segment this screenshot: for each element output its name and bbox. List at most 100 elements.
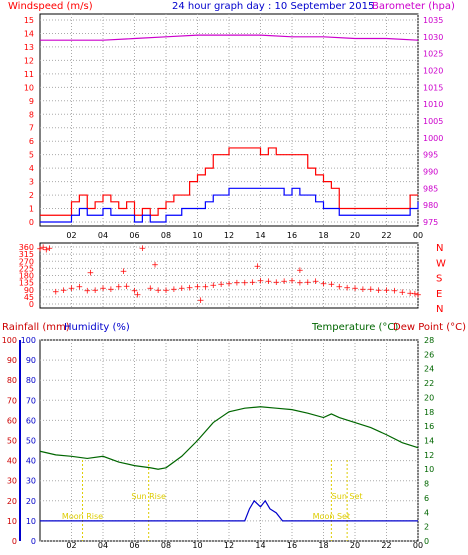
event-label: Sun Set	[332, 492, 363, 501]
wind-tick-label: 2	[29, 191, 34, 200]
barometer-tick-label: 990	[423, 168, 438, 177]
x-tick-label: 04	[98, 313, 108, 322]
direction-point: +	[115, 283, 123, 293]
x-tick-label: 22	[381, 541, 391, 550]
temperature-tick-label: 16	[424, 422, 434, 431]
direction-point: +	[36, 245, 44, 255]
barometer-tick-label: 975	[423, 218, 438, 227]
direction-point: +	[107, 285, 115, 295]
rainfall-tick-label: 90	[7, 356, 17, 365]
rainfall-tick-label: 100	[2, 336, 17, 345]
barometer-tick-label: 985	[423, 184, 438, 193]
barometer-title: Barometer (hpa)	[372, 1, 455, 12]
temperature-tick-label: 22	[424, 379, 434, 388]
direction-point: +	[162, 286, 170, 296]
x-tick-label: 10	[192, 231, 202, 240]
x-tick-label: 20	[350, 541, 360, 550]
direction-point: +	[134, 291, 142, 301]
wind-tick-label: 5	[29, 151, 34, 160]
x-tick-label: 08	[161, 541, 171, 550]
direction-point: +	[391, 287, 399, 297]
compass-label: N	[436, 243, 443, 254]
temperature-tick-label: 14	[424, 437, 434, 446]
data-series: +++++ + + + + + + + + + ++++ + + + + + + + + + + + + + + + + + + + + + +…	[36, 34, 422, 522]
direction-point: +	[335, 283, 343, 293]
direction-point: +	[197, 296, 205, 306]
direction-point: +	[139, 244, 147, 254]
x-tick-label: 12	[224, 231, 234, 240]
compass-label: E	[436, 289, 442, 300]
rainfall-tick-label: 60	[7, 416, 17, 425]
barometer-tick-label: 1005	[423, 117, 443, 126]
direction-tick-label: 180	[19, 272, 34, 281]
direction-point: +	[414, 291, 422, 301]
direction-tick-label: 90	[24, 286, 34, 295]
direction-point: +	[320, 279, 328, 289]
humidity-tick-label: 40	[26, 457, 36, 466]
wind-tick-label: 9	[29, 97, 34, 106]
direction-point: +	[225, 279, 233, 289]
wind-tick-label: 14	[24, 29, 34, 38]
direction-point: +	[280, 277, 288, 287]
humidity-tick-label: 10	[26, 517, 36, 526]
x-tick-label: 02	[66, 231, 76, 240]
temperature-tick-label: 20	[424, 393, 434, 402]
direction-point: +	[60, 286, 68, 296]
direction-tick-label: 270	[19, 257, 34, 266]
direction-point: +	[123, 282, 131, 292]
humidity-tick-label: 20	[26, 497, 36, 506]
direction-point: +	[68, 284, 76, 294]
direction-point: +	[375, 286, 383, 296]
barometer-tick-label: 1030	[423, 33, 443, 42]
compass-label: N	[436, 304, 443, 315]
wind-tick-label: 4	[29, 164, 34, 173]
event-label: Moon Rise	[62, 512, 103, 521]
x-tick-label: 02	[66, 313, 76, 322]
temperature-tick-label: 2	[424, 523, 429, 532]
direction-point: +	[406, 289, 414, 299]
direction-tick-label: 135	[19, 279, 34, 288]
humidity-tick-label: 30	[26, 477, 36, 486]
humidity-tick-label: 0	[31, 537, 36, 546]
barometer-tick-label: 1020	[423, 67, 443, 76]
rainfall-tick-label: 20	[7, 497, 17, 506]
barometer-tick-label: 1000	[423, 134, 443, 143]
direction-point: +	[91, 286, 99, 296]
barometer-tick-label: 1035	[423, 16, 443, 25]
direction-point: +	[328, 280, 336, 290]
x-tick-label: 14	[255, 541, 265, 550]
graph-title: 24 hour graph day : 10 September 2015	[172, 1, 374, 12]
wind-tick-label: 12	[24, 56, 34, 65]
direction-point: +	[257, 276, 265, 286]
direction-point: +	[83, 287, 91, 297]
wind-tick-label: 11	[24, 70, 34, 79]
x-tick-label: 04	[98, 541, 108, 550]
humidity-tick-label: 50	[26, 437, 36, 446]
x-tick-label: 16	[287, 313, 297, 322]
rainfall-tick-label: 50	[7, 437, 17, 446]
direction-point: +	[296, 266, 304, 276]
x-tick-label: 10	[192, 313, 202, 322]
direction-point: +	[178, 284, 186, 294]
x-tick-label: 20	[350, 313, 360, 322]
rainfall-tick-label: 70	[7, 396, 17, 405]
x-tick-label: 14	[255, 231, 265, 240]
wind-tick-label: 3	[29, 178, 34, 187]
rainfall-tick-label: 40	[7, 457, 17, 466]
temperature-tick-label: 10	[424, 465, 434, 474]
direction-point: +	[154, 286, 162, 296]
direction-point: +	[99, 284, 107, 294]
x-tick-label: 18	[318, 313, 328, 322]
direction-point: +	[170, 285, 178, 295]
barometer-tick-label: 1010	[423, 100, 443, 109]
rainfall-line	[40, 499, 418, 522]
direction-tick-label: 225	[19, 264, 34, 273]
x-tick-label: 06	[129, 313, 139, 322]
direction-point: +	[398, 288, 406, 298]
wind-avg-line	[40, 187, 419, 223]
temperature-tick-label: 26	[424, 350, 434, 359]
temperature-line	[39, 406, 419, 470]
x-tick-label: 08	[161, 231, 171, 240]
rainfall-tick-label: 0	[12, 537, 17, 546]
